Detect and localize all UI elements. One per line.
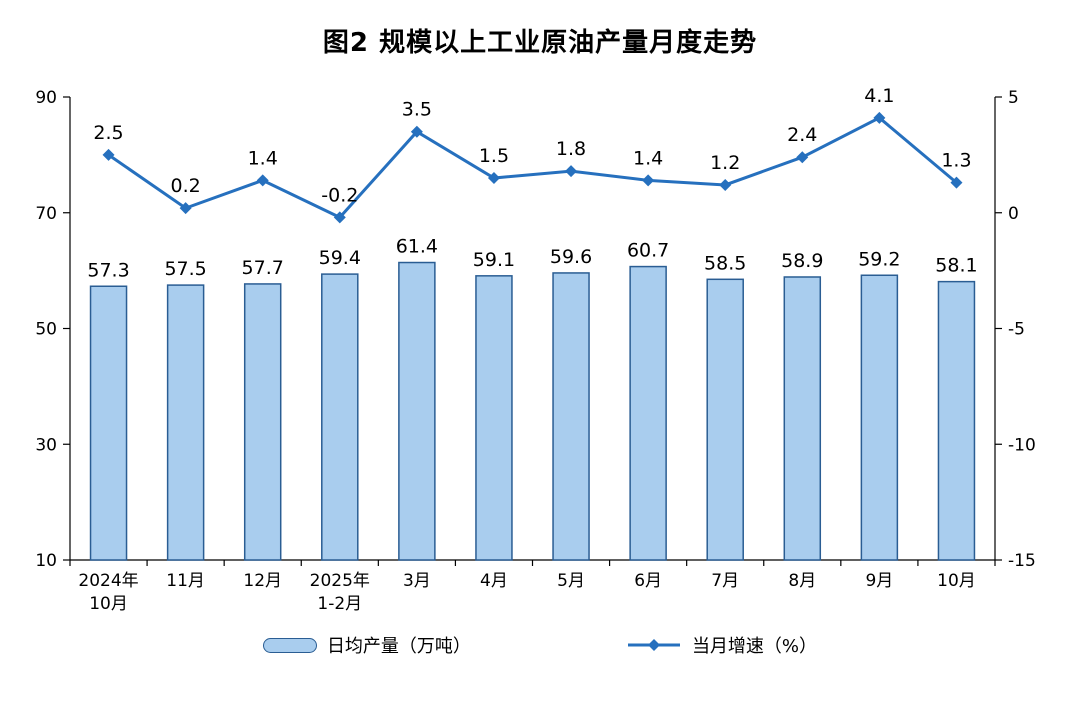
- line-marker: [565, 165, 578, 178]
- bar-value-label: 59.1: [473, 249, 515, 271]
- bar: [629, 265, 667, 561]
- legend-item-line: 当月增速（%）: [626, 632, 817, 658]
- left-axis-tick-label: 90: [35, 88, 57, 108]
- line-value-label: 1.2: [710, 152, 740, 174]
- bar-value-label: 58.5: [704, 252, 746, 274]
- category-label: 1-2月: [317, 594, 362, 614]
- category-label: 3月: [403, 571, 431, 591]
- bar-value-label: 58.1: [935, 255, 977, 277]
- category-label: 2024年: [78, 571, 138, 591]
- bar: [706, 278, 744, 561]
- line-value-label: 1.8: [556, 138, 586, 160]
- line-value-label: 2.5: [93, 122, 123, 144]
- bar: [166, 284, 205, 561]
- line-value-label: -0.2: [321, 184, 358, 206]
- category-label: 6月: [634, 571, 662, 591]
- bar-series-swatch: [262, 637, 317, 653]
- bar: [937, 280, 976, 561]
- bar-value-label: 59.4: [319, 247, 361, 269]
- right-axis-tick-label: 5: [1008, 88, 1019, 108]
- bar-value-label: 59.6: [550, 246, 592, 268]
- line-value-label: 4.1: [864, 85, 894, 107]
- bar: [398, 261, 436, 561]
- category-label: 9月: [865, 571, 893, 591]
- bar-value-label: 60.7: [627, 240, 669, 262]
- line-marker: [950, 176, 963, 189]
- line-value-label: 1.4: [633, 147, 663, 169]
- bar: [475, 275, 513, 561]
- category-label: 2025年: [310, 571, 370, 591]
- category-label: 10月: [89, 594, 128, 614]
- line-value-label: 1.5: [479, 145, 509, 167]
- line-marker: [487, 172, 500, 185]
- bar-value-label: 57.7: [242, 257, 284, 279]
- right-axis-tick-label: -10: [1008, 435, 1036, 455]
- legend-item-bar: 日均产量（万吨）: [262, 632, 471, 658]
- category-label: 12月: [243, 571, 282, 591]
- bar: [783, 276, 822, 561]
- line-marker: [796, 151, 809, 164]
- line-value-label: 0.2: [171, 175, 201, 197]
- bar: [243, 283, 282, 561]
- right-axis-tick-label: 0: [1008, 204, 1019, 224]
- right-axis-tick-label: -15: [1008, 551, 1036, 571]
- bar-value-label: 61.4: [396, 236, 438, 258]
- line-marker: [102, 148, 115, 161]
- bar-value-label: 57.3: [87, 259, 129, 281]
- bar: [552, 272, 590, 561]
- growth-line: [107, 116, 958, 220]
- line-marker: [873, 111, 886, 124]
- bar: [321, 273, 359, 561]
- category-label: 11月: [166, 571, 205, 591]
- line-value-label: 1.4: [248, 147, 278, 169]
- right-axis-tick-label: -5: [1008, 320, 1025, 340]
- line-series-swatch: [627, 639, 680, 651]
- line-marker: [333, 211, 346, 224]
- category-label: 8月: [788, 571, 816, 591]
- category-label: 7月: [711, 571, 739, 591]
- line-series-label: 当月增速（%）: [691, 636, 818, 657]
- bar: [89, 285, 128, 561]
- legend: 日均产量（万吨） 当月增速（%）: [0, 632, 1080, 658]
- line-value-label: 3.5: [402, 99, 432, 121]
- left-axis-tick-label: 70: [35, 204, 57, 224]
- left-axis-tick-label: 10: [35, 551, 57, 571]
- bar: [860, 274, 899, 561]
- category-label: 4月: [480, 571, 508, 591]
- line-value-label: 1.3: [941, 150, 971, 172]
- left-axis-tick-label: 30: [35, 435, 57, 455]
- chart-title: 图2 规模以上工业原油产量月度走势: [322, 28, 758, 58]
- line-value-label: 2.4: [787, 124, 817, 146]
- bar-value-label: 58.9: [781, 250, 823, 272]
- line-marker: [719, 178, 732, 191]
- line-marker: [642, 174, 655, 187]
- left-axis-tick-label: 50: [35, 320, 57, 340]
- bar-value-label: 57.5: [164, 258, 206, 280]
- line-marker: [179, 202, 192, 215]
- bar-series-label: 日均产量（万吨）: [326, 636, 471, 657]
- line-marker: [256, 174, 269, 187]
- category-label: 10月: [937, 571, 976, 591]
- line-marker: [410, 125, 423, 138]
- category-label: 5月: [557, 571, 585, 591]
- bar-value-label: 59.2: [858, 248, 900, 270]
